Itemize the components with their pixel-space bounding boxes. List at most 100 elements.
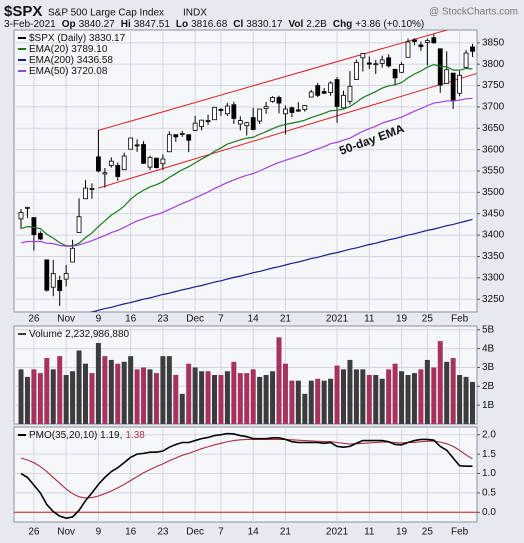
volume-bar [282,363,288,424]
x-tick-label: Feb [451,527,469,538]
candle-body [450,72,456,102]
legend-label: PMO(35,20,10) 1.19, 1.38 [29,430,145,441]
candle-body [96,156,101,172]
candle-body [121,155,127,171]
quote-field-name: Lo [176,19,188,30]
candle-body [399,64,404,73]
price-plot [14,30,477,312]
candle-body [379,59,385,64]
volume-bar [44,358,50,424]
y-tick-label: 0.5 [482,488,496,499]
legend-text: 1.38 [125,430,145,441]
candle-body [199,119,205,127]
volume-bar [431,367,437,424]
series-line [88,218,473,312]
x-tick-label: 25 [422,314,434,325]
volume-bar [179,393,185,424]
candle-body [405,41,411,58]
candle-body [321,91,327,94]
volume-bar [341,369,346,424]
candle-body [347,86,353,102]
candle-body [257,108,263,122]
x-tick-label: 23 [157,314,169,325]
candle-body [192,122,198,131]
pmo-plot [14,427,477,522]
x-tick-label: 11 [364,527,375,538]
candle-body [50,273,56,288]
quote-field-name: Vol [288,19,303,30]
y-tick-label: 1.5 [482,449,496,460]
quote-field-name: Chg [333,19,352,30]
volume-bar [424,359,430,424]
y-tick-label: 4B [482,343,495,354]
x-tick-label: Feb [451,314,469,325]
x-tick-label: 14 [248,314,260,325]
volume-bar [257,376,263,424]
volume-bar [379,378,385,424]
volume-bar [95,342,101,424]
candle-body [89,188,95,190]
quote-field-value: 3847.51 [134,19,171,30]
volume-bar [321,380,327,424]
volume-bar [218,375,224,424]
candle-body [244,122,250,127]
candle-body [134,144,140,147]
y-tick-label: 3600 [482,144,505,155]
candle-body [218,109,224,111]
volume-bar [444,361,450,424]
volume-bar [302,393,308,424]
quote-line: 3-Feb-2021 Op 3840.27 Hi 3847.51 Lo 3816.68 Cl 3… [4,19,424,30]
volume-bar [205,371,211,424]
volume-bar [160,356,166,424]
y-tick-label: 3800 [482,59,505,70]
legend-text: EMA(20) 3789.10 [29,44,108,55]
x-tick-label: 9 [96,527,102,538]
x-tick-label: Nov [57,527,75,538]
volume-bar [328,378,334,424]
volume-bar [405,375,411,424]
legend-label: EMA(20) 3789.10 [29,44,108,55]
candle-body [386,57,392,67]
volume-bar [121,361,127,424]
y-tick-label: 3400 [482,230,505,241]
x-tick-label: 21 [280,527,292,538]
candle-body [173,134,179,138]
candle-body [328,82,334,93]
volume-bar [399,371,405,424]
candle-body [283,108,288,115]
volume-bar [199,371,205,424]
candle-body [141,144,146,164]
candle-body [424,40,430,43]
volume-bar [31,369,37,424]
volume-bar [134,369,140,424]
y-tick-label: 2B [482,381,495,392]
candle-body [353,62,359,80]
candle-body [412,39,417,42]
candle-body [186,134,192,141]
candle-body [463,52,469,68]
x-tick-label: Nov [57,314,75,325]
x-tick-label: 16 [125,527,137,538]
volume-bar [70,371,76,424]
candle-body [295,109,301,112]
candle-body [263,106,269,110]
pmo-panel [13,426,478,523]
y-tick-label: 3850 [482,37,505,48]
candle-body [289,107,295,113]
candle-body [457,74,463,94]
candle-body [160,158,166,165]
volume-bar [173,375,179,424]
x-tick-label: Dec [186,314,204,325]
legend-text: PMO(35,20,10) 1.19, [29,430,122,441]
legend-text: Volume 2,232,986,880 [29,329,130,340]
candle-body [276,97,282,104]
candle-body [250,117,256,130]
y-tick-label: 3B [482,362,495,373]
volume-bar [166,356,172,424]
x-tick-label: 23 [157,527,169,538]
candle-body [360,53,366,59]
volume-bar [470,381,475,424]
volume-bar [37,373,43,424]
volume-bar [386,369,392,424]
